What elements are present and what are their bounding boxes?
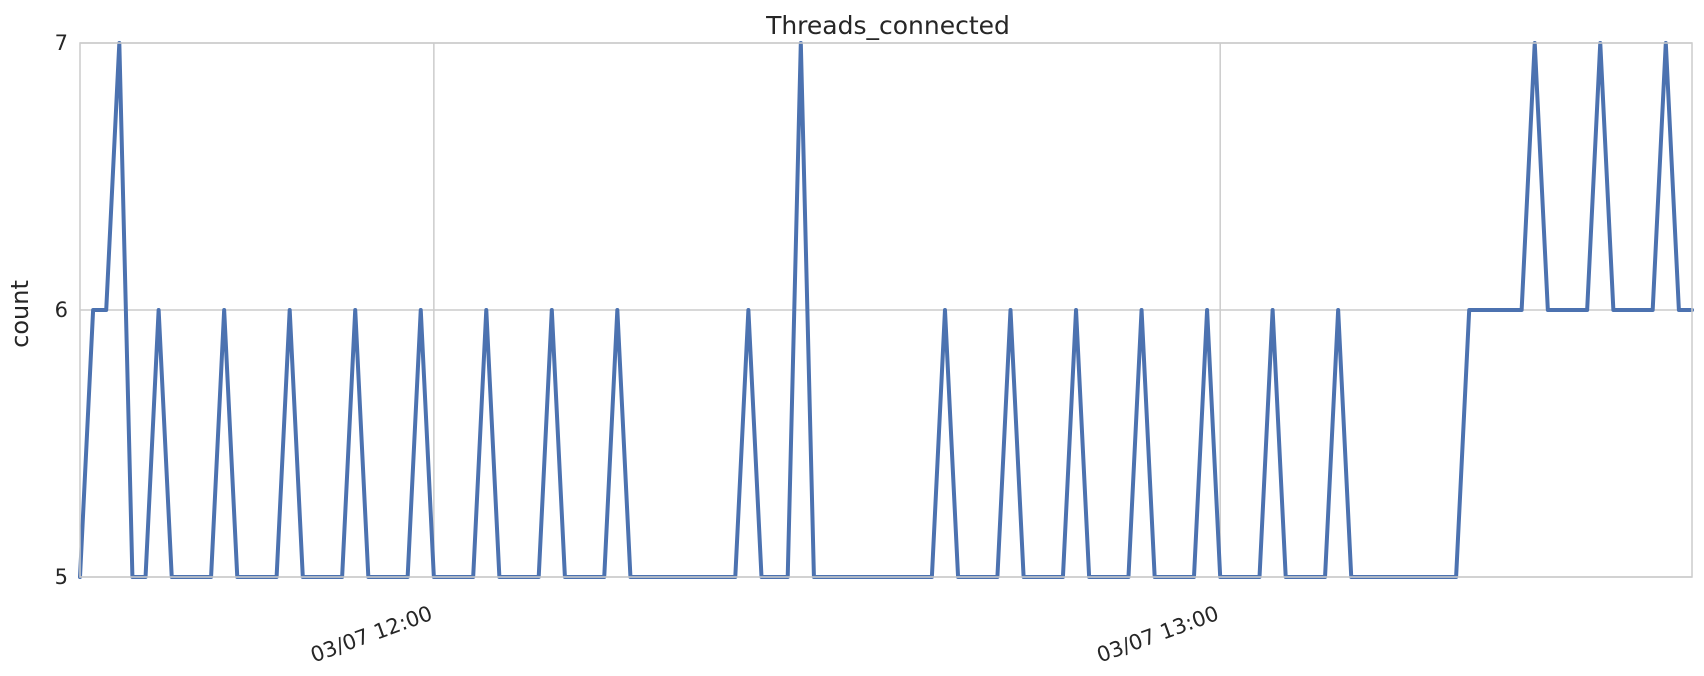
y-tick-label-0: 5 — [55, 565, 68, 589]
y-tick-label-1: 6 — [55, 298, 68, 322]
x-tick-label-1: 03/07 13:00 — [1094, 601, 1222, 667]
y-axis-label: count — [6, 280, 34, 348]
plot-frame — [79, 42, 1693, 578]
gridlines — [80, 42, 1692, 578]
x-tick-labels: 03/07 12:00 03/07 13:00 — [307, 601, 1222, 667]
x-tick-label-0: 03/07 12:00 — [307, 601, 435, 667]
chart-title: Threads_connected — [765, 11, 1010, 40]
y-tick-label-2: 7 — [55, 31, 68, 55]
y-tick-labels: 5 6 7 — [55, 31, 68, 589]
